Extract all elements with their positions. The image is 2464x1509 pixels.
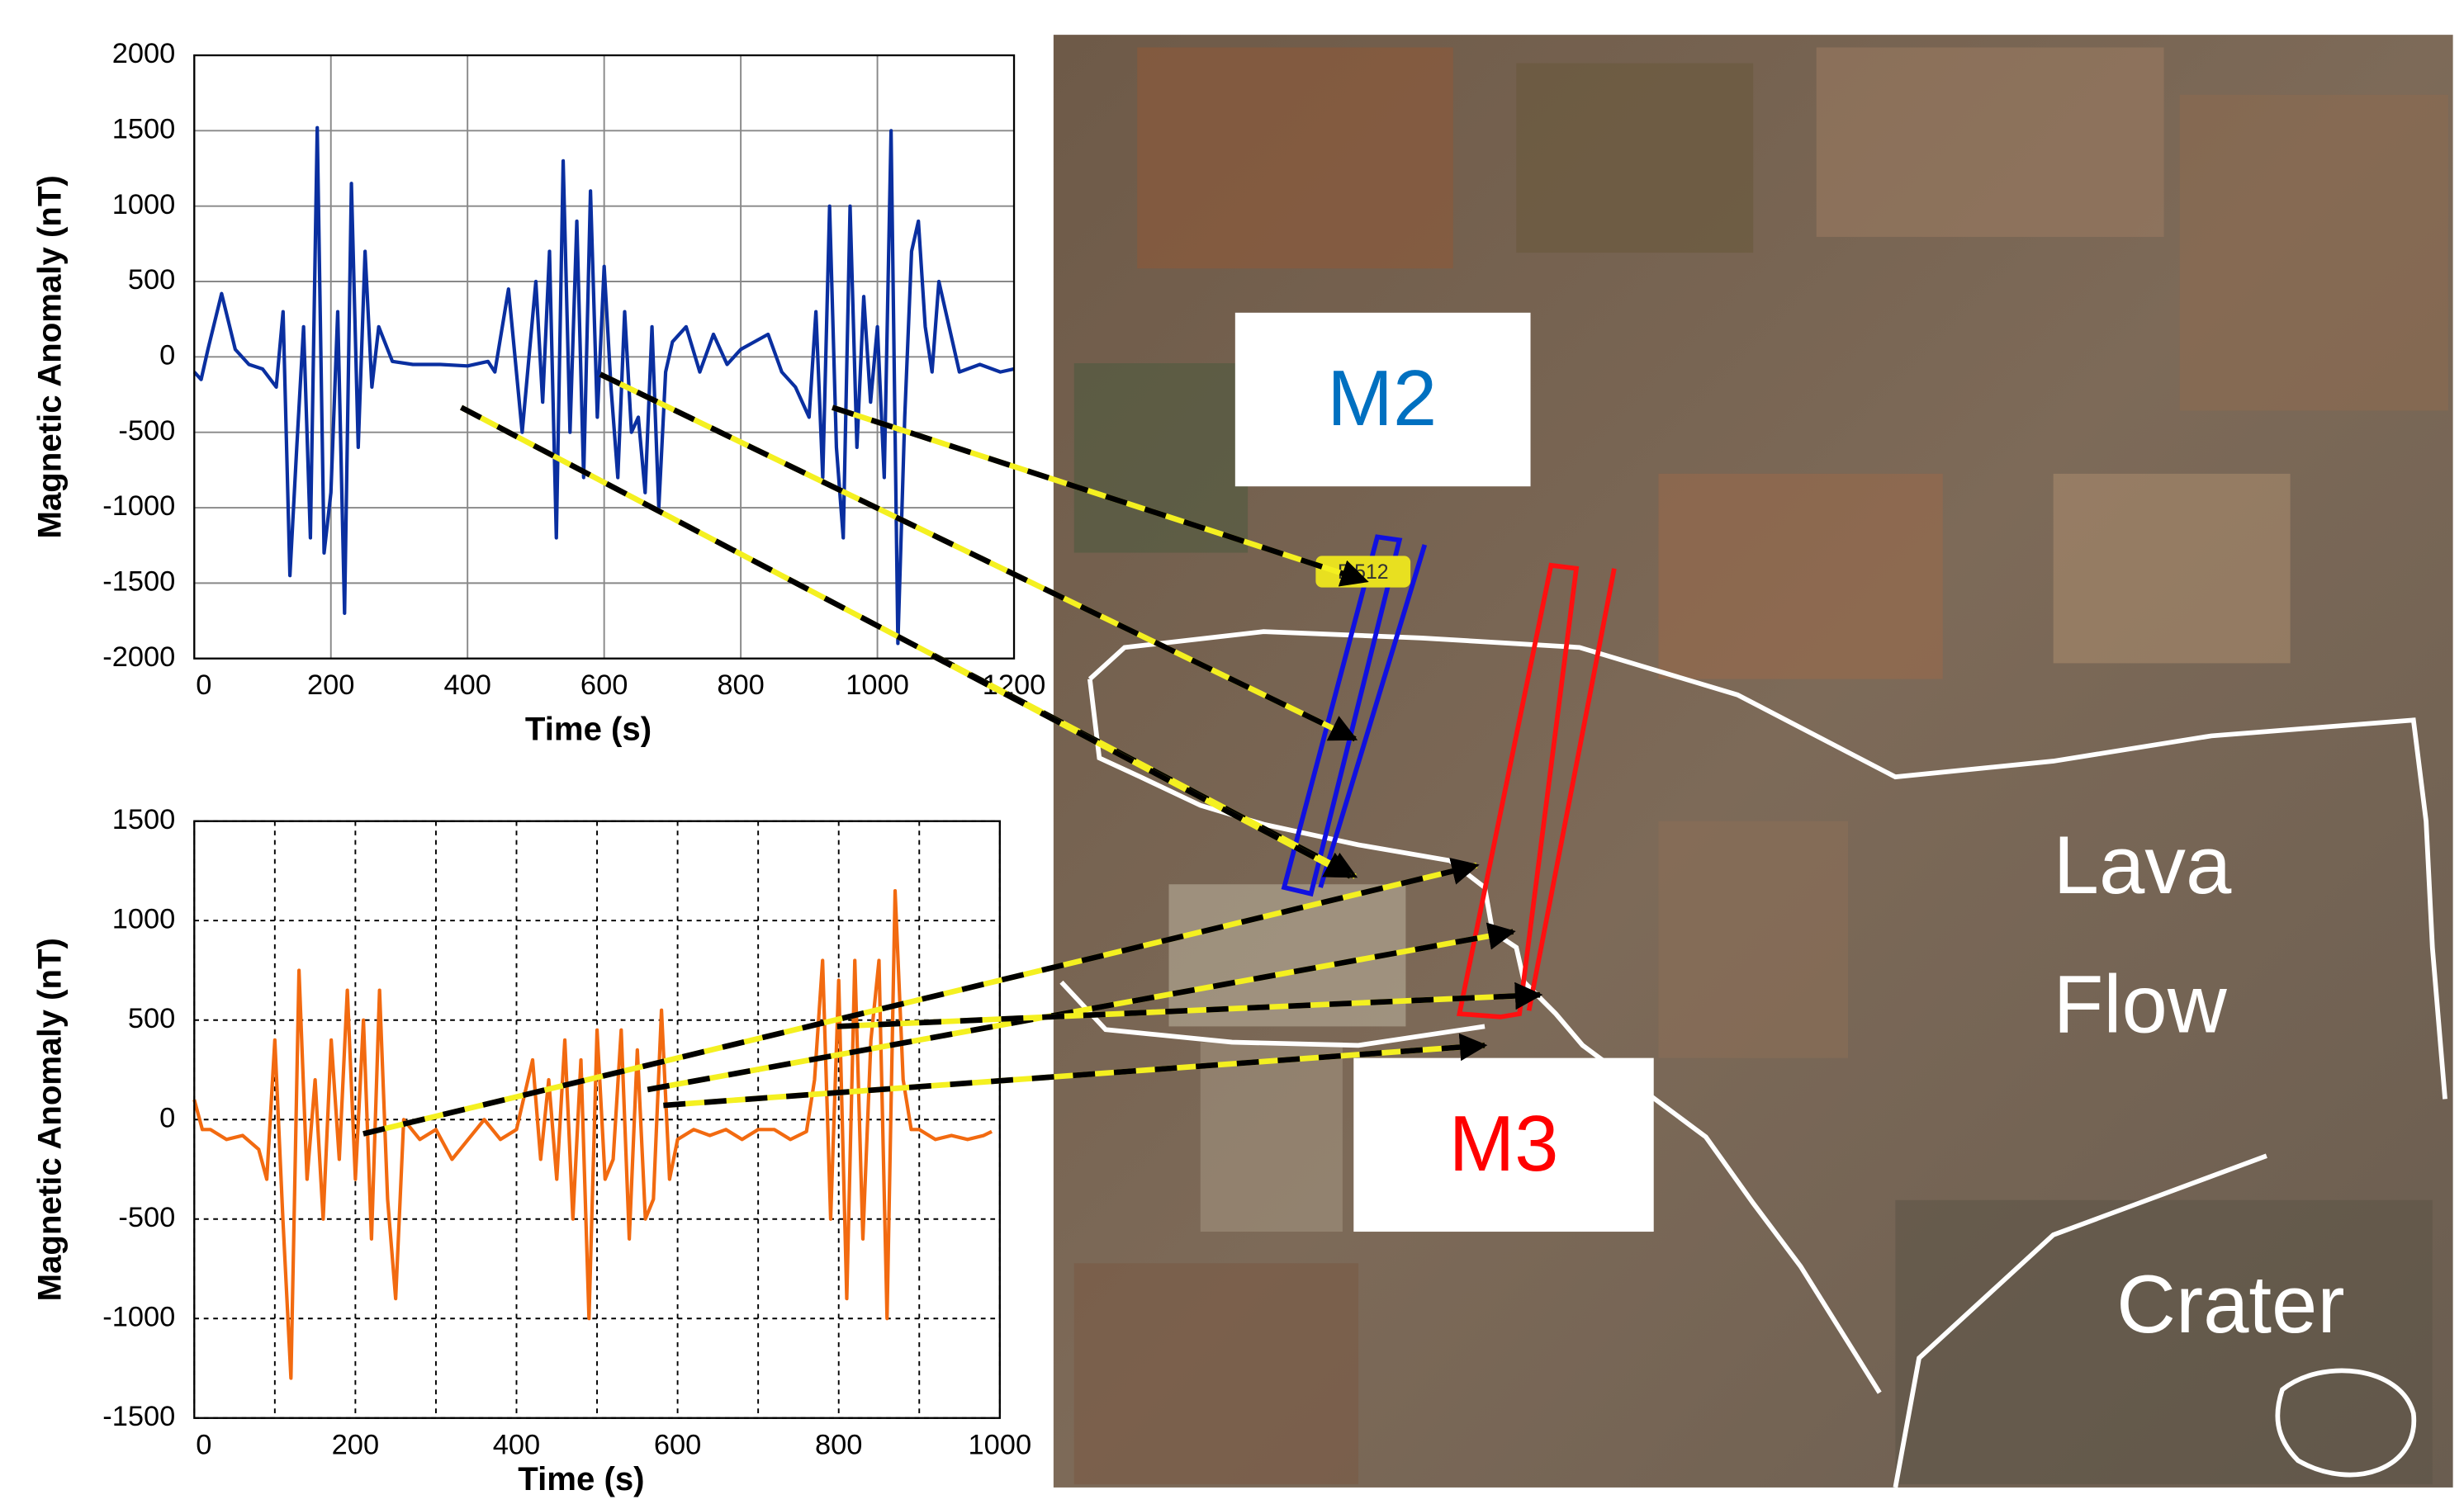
y-tick-label: -1500 [102, 1401, 175, 1432]
crater-outline [2275, 1368, 2417, 1478]
arrow-dash [836, 982, 1543, 1029]
data-line [192, 125, 1015, 646]
field [2179, 94, 2448, 411]
x-tick-label: 0 [196, 669, 211, 701]
x-tick-label: 600 [580, 669, 628, 701]
m3-label: M3 [1449, 1100, 1559, 1188]
arrow-dash [362, 858, 1480, 1137]
y-tick-label: -1500 [102, 565, 175, 597]
x-tick-label: 0 [196, 1429, 211, 1460]
m3-track [1526, 568, 1617, 1011]
field [1073, 1263, 1359, 1485]
field [2053, 473, 2291, 664]
field [1073, 363, 1249, 553]
m2-track [1281, 534, 1403, 897]
field [1200, 1042, 1343, 1232]
y-tick-label: -500 [118, 415, 175, 447]
m3-box [1353, 1057, 1654, 1232]
m2-label: M2 [1327, 354, 1437, 442]
x-tick-label: 1000 [846, 669, 909, 701]
field [1816, 47, 2164, 237]
x-tick-label: 1000 [969, 1429, 1032, 1460]
field [1658, 821, 1848, 1058]
y-tick-label: 1500 [112, 804, 176, 835]
y-tick-label: 0 [159, 339, 175, 371]
y-axis-label: Magnetic Anomaly (nT) [31, 175, 69, 538]
y-tick-label: 2000 [112, 38, 176, 69]
x-tick-label: 200 [307, 669, 354, 701]
y-tick-label: 1000 [112, 903, 176, 934]
plot-frame [193, 820, 1001, 1419]
m2-box [1234, 312, 1531, 487]
x-tick-label: 200 [332, 1429, 379, 1460]
y-tick-label: -2000 [102, 641, 175, 673]
field [1137, 47, 1453, 269]
field [1658, 473, 1943, 679]
flow-label: Flow [2054, 959, 2228, 1051]
y-tick-label: 1500 [112, 113, 176, 144]
plot-frame [193, 54, 1016, 660]
m2-track [1318, 544, 1428, 888]
y-tick-label: -500 [118, 1202, 175, 1233]
x-axis-label: Time (s) [518, 1460, 644, 1497]
tracks [1281, 534, 1617, 1019]
arrow-dash [832, 404, 1369, 587]
outline [1893, 1153, 2267, 1488]
lava-label: Lava [2054, 820, 2232, 911]
x-tick-label: 600 [654, 1429, 701, 1460]
y-tick-label: 0 [159, 1102, 175, 1133]
arrows [362, 371, 1543, 1137]
x-axis-label: Time (s) [525, 710, 652, 747]
y-tick-label: 500 [128, 1003, 175, 1034]
arrow-base [647, 929, 1514, 1093]
x-tick-label: 400 [443, 669, 490, 701]
y-tick-label: 1000 [112, 189, 176, 220]
field [1895, 1199, 2433, 1485]
y-tick-label: -1000 [102, 490, 175, 522]
x-tick-label: 800 [717, 669, 764, 701]
y-tick-label: -1000 [102, 1301, 175, 1332]
x-tick-label: 800 [815, 1429, 862, 1460]
y-tick-label: 500 [128, 264, 175, 296]
m3-track [1456, 562, 1580, 1019]
arrow-dash [599, 371, 1358, 742]
field [1516, 63, 1754, 253]
crater-label: Crater [2116, 1259, 2344, 1351]
arrow-base [931, 652, 1353, 879]
y-axis-label: Magnetic Anomaly (nT) [31, 938, 69, 1301]
outline [1087, 629, 2447, 1100]
arrow-dash [663, 1033, 1488, 1109]
satellite-map: P.512 M2 M3 Lava Flow Crater [1053, 35, 2453, 1488]
x-tick-label: 400 [493, 1429, 540, 1460]
